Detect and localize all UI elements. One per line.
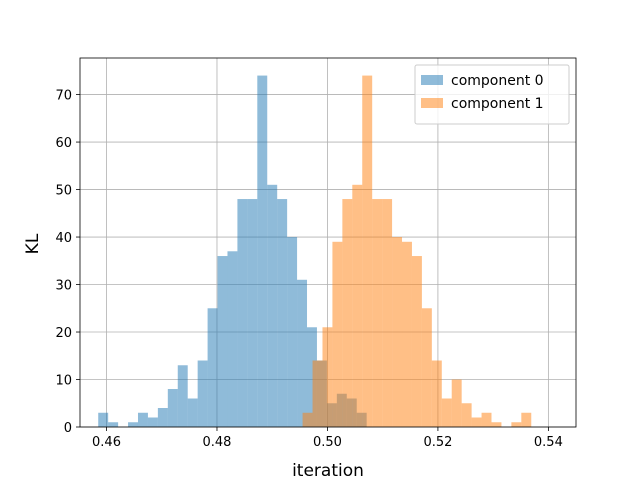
plot-frame [79,57,577,428]
histogram-bar-series-0 [128,422,138,427]
histogram-bar-series-0 [197,360,208,427]
histogram-bar-series-0 [187,398,198,427]
histogram-bar-series-0 [277,199,288,427]
histogram-bar-series-0 [267,184,278,427]
x-axis-ticks: 0.46 0.48 0.50 0.52 0.54 [92,427,563,450]
y-tick-label: 50 [55,184,72,199]
histogram-bar-series-1 [322,327,333,427]
histogram-bar-series-1 [471,417,482,427]
legend-label: component 0 [451,73,544,89]
y-axis-ticks: 0 10 20 30 40 50 60 70 [55,89,80,436]
y-tick-label: 60 [55,136,72,151]
histogram-bar-series-1 [332,241,343,427]
histogram-bar-series-0 [247,199,258,427]
histogram-bar-series-1 [411,256,422,427]
histogram-bar-series-1 [481,412,492,427]
histogram-bar-series-0 [157,408,168,427]
legend: component 0 component 1 [414,64,570,125]
histogram-bar-series-0 [217,256,228,427]
histogram-bar-series-0 [307,327,317,427]
y-tick-label: 70 [55,89,72,104]
histogram-bar-series-1 [451,379,462,427]
histogram-bar-series-1 [421,308,432,427]
legend-swatch [421,75,443,85]
histogram-bar-series-0 [297,279,308,427]
histogram-bar-series-0 [108,422,119,427]
legend-swatch [421,98,443,108]
histogram-bar-series-1 [441,398,452,427]
histogram-bar-series-0 [237,199,248,427]
histogram-bar-series-0 [167,389,178,427]
x-tick-label: 0.54 [534,435,563,450]
histogram-bar-series-0 [207,308,218,427]
histogram-bar-series-0 [147,417,158,427]
x-tick-label: 0.48 [203,435,232,450]
legend-label: component 1 [451,96,544,112]
histogram-bar-series-0 [137,412,148,427]
x-tick-label: 0.52 [423,435,452,450]
histogram-bar-series-1 [461,403,472,427]
histogram-bar-series-1 [402,241,412,427]
histogram-bar-series-1 [392,237,403,427]
grid-lines [80,58,576,428]
y-tick-label: 30 [55,279,72,294]
histogram-bar-series-1 [491,422,502,427]
y-axis-label: KL [23,233,43,254]
x-tick-label: 0.46 [92,435,121,450]
histogram-bar-series-0 [287,237,298,427]
histogram-bar-series-1 [372,199,383,427]
histogram-bars [98,75,532,428]
histogram-bar-series-1 [302,412,313,427]
histogram-bar-series-0 [177,365,188,427]
legend-box [414,64,570,125]
y-tick-label: 10 [55,374,72,389]
histogram-bar-series-1 [352,184,363,427]
y-tick-label: 40 [55,231,72,246]
histogram-bar-series-1 [511,422,522,427]
histogram-bar-series-1 [431,360,442,427]
histogram-bar-series-0 [257,75,268,428]
histogram-bar-series-0 [227,251,238,427]
histogram-bar-series-0 [98,412,109,427]
x-tick-label: 0.50 [313,435,342,450]
y-tick-label: 0 [64,421,72,436]
x-axis-label: iteration [292,461,364,480]
histogram-bar-series-1 [312,360,323,427]
histogram-bar-series-1 [342,199,353,427]
histogram-bar-series-1 [521,412,532,427]
histogram-bar-series-1 [382,199,393,427]
y-tick-label: 20 [55,326,72,341]
histogram-bar-series-1 [362,75,373,428]
